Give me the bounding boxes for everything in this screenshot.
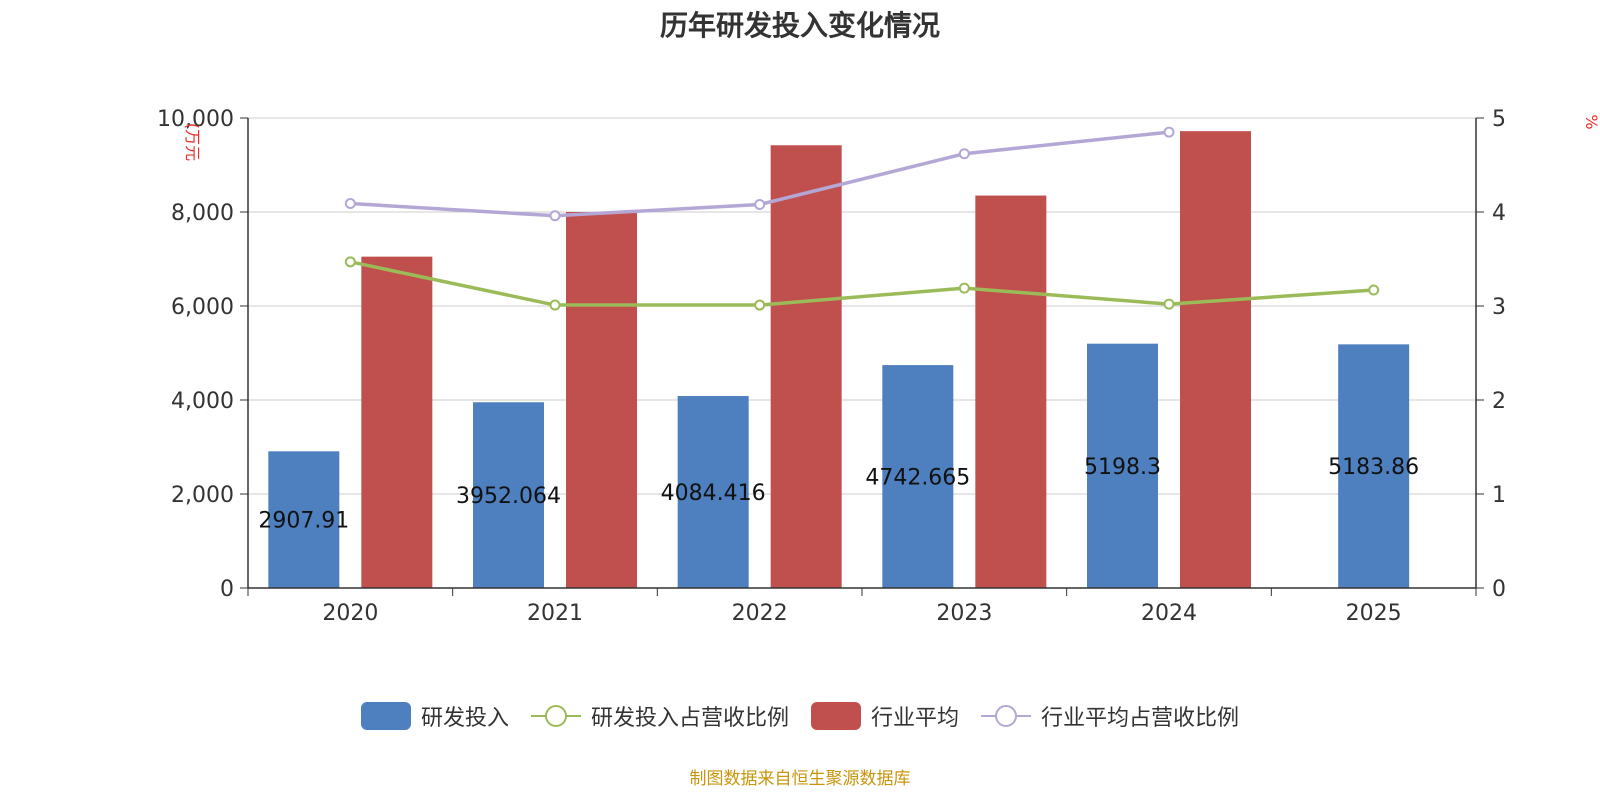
bar xyxy=(473,402,544,588)
line-point xyxy=(1368,284,1380,296)
bar-series xyxy=(268,131,1410,589)
legend-label: 研发投入占营收比例 xyxy=(590,706,789,731)
line-point xyxy=(549,210,561,222)
legend-swatch xyxy=(360,702,411,730)
bar xyxy=(1338,344,1410,588)
x-tick-label: 2024 xyxy=(1141,601,1197,626)
legend-swatch xyxy=(811,702,861,730)
bar-data-label: 4742.665 xyxy=(865,466,970,491)
bar-data-label: 5183.86 xyxy=(1328,455,1419,480)
y-right-tick-label: 4 xyxy=(1492,201,1506,226)
line-point xyxy=(344,198,356,210)
legend-label: 行业平均占营收比例 xyxy=(1041,706,1240,731)
y-left-tick-label: 2,000 xyxy=(171,483,234,508)
legend-swatch xyxy=(530,705,581,727)
bar xyxy=(268,451,340,588)
line-point xyxy=(958,148,970,160)
legend-swatch xyxy=(981,705,1032,727)
legend-item-rd-investment[interactable]: 研发投入 xyxy=(360,700,509,732)
chart-title: 历年研发投入变化情况 xyxy=(659,9,940,42)
combo-chart: 0 0 2,000 1 4,000 2 6,000 3 8,000 4 10,000 5 2020 202… xyxy=(157,107,1600,626)
x-tick-label: 2023 xyxy=(936,601,992,626)
bar xyxy=(566,212,637,588)
y-left-tick-label: 6,000 xyxy=(171,295,234,320)
line-point xyxy=(344,256,356,268)
bar-data-label: 5198.3 xyxy=(1084,455,1161,480)
y-right-tick-label: 5 xyxy=(1492,107,1506,132)
gridlines xyxy=(248,117,1476,495)
source-note: 制图数据来自恒生聚源数据库 xyxy=(689,769,911,789)
legend-item-industry-avg[interactable]: 行业平均 xyxy=(811,700,959,732)
y-left-tick-label: 4,000 xyxy=(171,389,234,414)
series-line xyxy=(349,260,1374,307)
bar xyxy=(770,145,842,588)
bar xyxy=(361,256,433,588)
legend-label: 研发投入 xyxy=(420,706,509,731)
bar xyxy=(975,195,1047,589)
bar-data-label: 2907.91 xyxy=(258,509,349,534)
line-point xyxy=(754,198,766,210)
line-point xyxy=(549,299,561,311)
line-series xyxy=(344,126,1380,311)
bar xyxy=(677,396,749,588)
x-tick-label: 2020 xyxy=(322,601,378,626)
legend: 研发投入 研发投入占营收比例 行业平均 行业平均占营收比例 xyxy=(0,700,1600,732)
legend-item-industry-ratio[interactable]: 行业平均占营收比例 xyxy=(981,700,1239,732)
y-right-tick-label: 3 xyxy=(1492,295,1506,320)
y-left-tick-label: 0 xyxy=(220,577,234,602)
x-tick-label: 2022 xyxy=(732,601,788,626)
x-tick-label: 2021 xyxy=(527,601,583,626)
left-axis-unit: (万元 xyxy=(183,123,202,161)
y-left-tick-label: 10,000 xyxy=(157,107,234,132)
line-point xyxy=(958,282,970,294)
line-point xyxy=(754,299,766,311)
data-labels: 2907.91 3952.064 4084.416 4742.665 5198.3 518… xyxy=(258,455,1419,534)
axes: 0 0 2,000 1 4,000 2 6,000 3 8,000 4 10,000 5 2020 202… xyxy=(157,107,1506,626)
bar xyxy=(882,365,954,588)
legend-label: 行业平均 xyxy=(871,706,960,731)
y-right-tick-label: 2 xyxy=(1492,389,1506,414)
y-right-tick-label: 1 xyxy=(1492,483,1506,508)
right-axis-unit: % xyxy=(1582,114,1600,129)
bar xyxy=(1087,343,1158,588)
bar-data-label: 4084.416 xyxy=(661,481,766,506)
line-point xyxy=(1163,126,1175,138)
x-tick-label: 2025 xyxy=(1346,601,1402,626)
line-point xyxy=(1163,298,1175,310)
y-right-tick-label: 0 xyxy=(1492,577,1506,602)
y-left-tick-label: 8,000 xyxy=(171,201,234,226)
bar xyxy=(1180,131,1251,588)
legend-item-rd-ratio[interactable]: 研发投入占营收比例 xyxy=(530,700,789,732)
bar-data-label: 3952.064 xyxy=(456,484,561,509)
